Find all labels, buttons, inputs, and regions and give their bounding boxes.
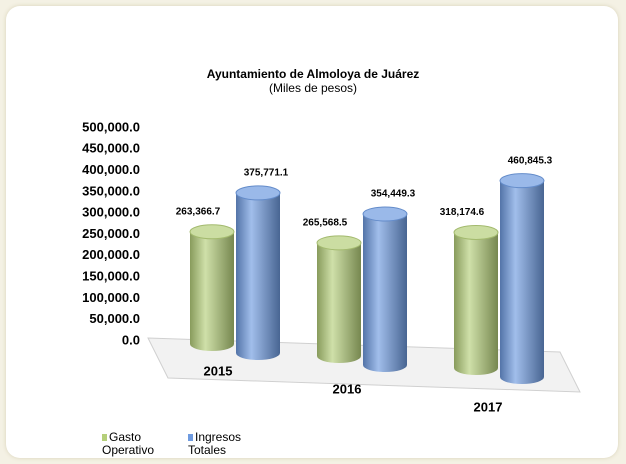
y-tick-label: 400,000.0	[82, 162, 140, 177]
y-tick-label: 50,000.0	[89, 311, 140, 326]
legend-item: Ingresos Totales	[188, 431, 268, 457]
legend-label: Ingresos Totales	[188, 430, 242, 457]
bar-top	[362, 206, 408, 222]
y-tick-label: 250,000.0	[82, 226, 140, 241]
x-tick-label: 2016	[333, 381, 362, 396]
y-tick-label: 150,000.0	[82, 269, 140, 284]
legend-swatch	[102, 434, 107, 441]
bar	[236, 192, 280, 360]
legend-swatch	[188, 434, 193, 441]
bar-top	[499, 173, 545, 189]
x-tick-label: 2015	[204, 363, 233, 378]
value-label: 354,449.3	[371, 189, 416, 200]
bar	[190, 231, 234, 351]
y-tick-label: 100,000.0	[82, 290, 140, 305]
chart-title: Ayuntamiento de Almoloya de Juárez	[207, 67, 420, 81]
bar-top	[453, 224, 499, 240]
y-tick-label: 500,000.0	[82, 119, 140, 134]
bar-top	[316, 235, 362, 251]
y-tick-label: 350,000.0	[82, 183, 140, 198]
bar-top	[235, 185, 281, 201]
bar	[454, 232, 498, 375]
y-tick-label: 0.0	[122, 332, 140, 347]
chart-subtitle: (Miles de pesos)	[269, 81, 357, 95]
bar	[500, 180, 544, 384]
value-label: 265,568.5	[303, 218, 348, 229]
value-label: 318,174.6	[440, 207, 485, 218]
bar-top	[189, 224, 235, 240]
legend-item: Gasto Operativo	[102, 431, 182, 457]
bar	[363, 214, 407, 372]
y-tick-label: 200,000.0	[82, 247, 140, 262]
y-tick-label: 450,000.0	[82, 141, 140, 156]
value-label: 375,771.1	[244, 168, 289, 179]
legend-label: Gasto Operativo	[102, 430, 155, 457]
value-label: 460,845.3	[508, 155, 553, 166]
y-tick-label: 300,000.0	[82, 205, 140, 220]
x-tick-label: 2017	[474, 399, 503, 414]
value-label: 263,366.7	[176, 206, 221, 217]
bar	[317, 242, 361, 363]
